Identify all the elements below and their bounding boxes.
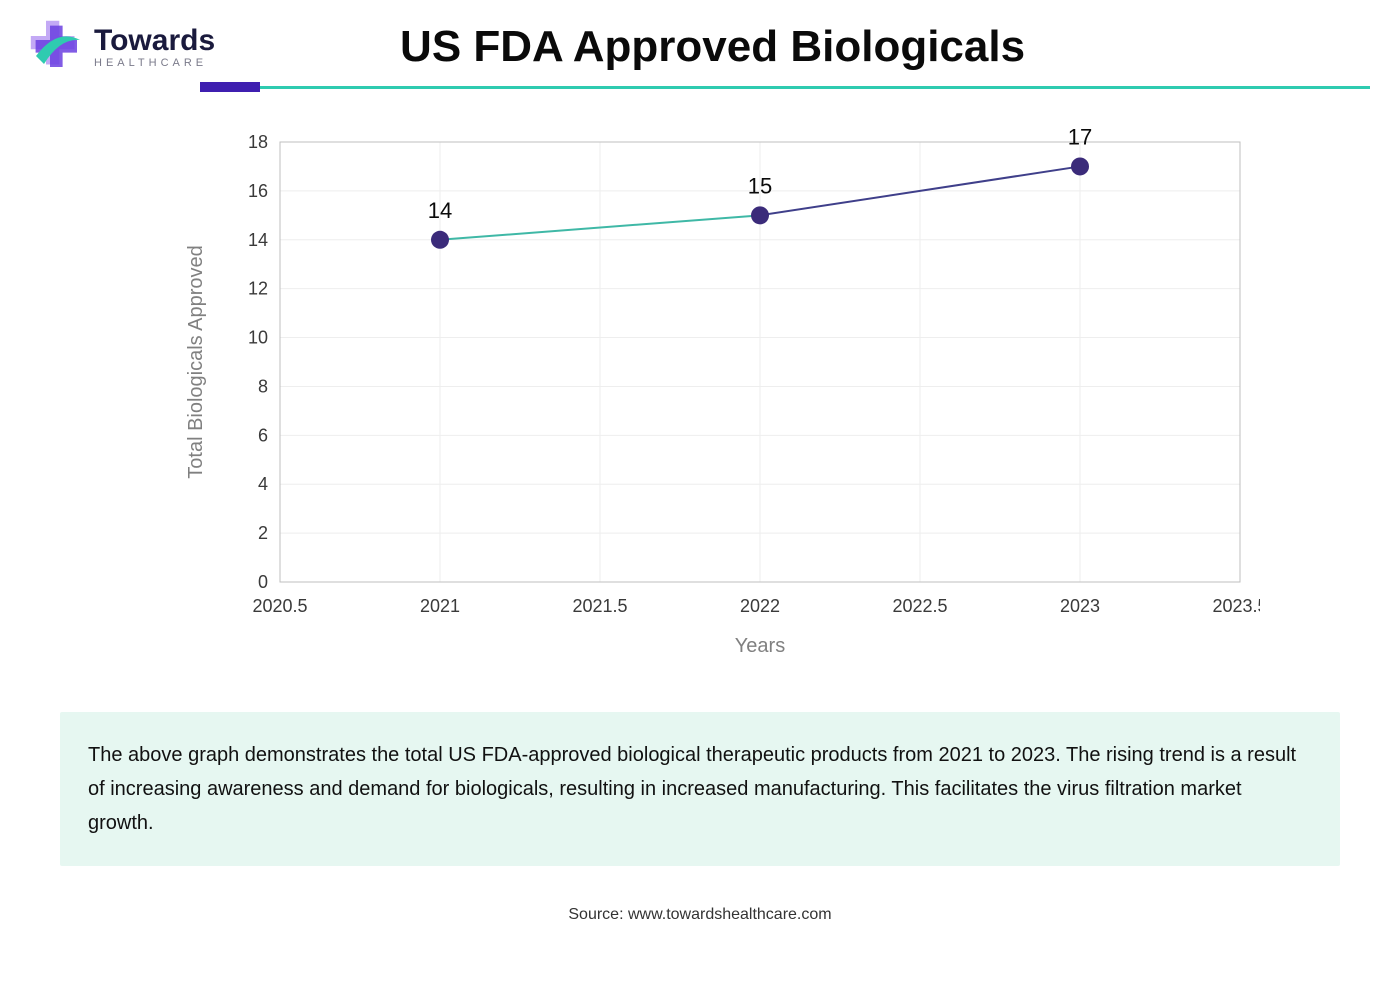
svg-text:8: 8 [258, 376, 268, 396]
source-text: Source: www.towardshealthcare.com [30, 906, 1370, 924]
logo-sub-text: HEALTHCARE [94, 58, 215, 69]
description-box: The above graph demonstrates the total U… [60, 712, 1340, 866]
divider-line [260, 86, 1370, 89]
chart: 0 2 4 6 8 10 12 14 16 18 2020.5 2021 2021.5 2022 2022.… [140, 122, 1260, 682]
svg-text:12: 12 [248, 279, 268, 299]
svg-text:6: 6 [258, 425, 268, 445]
svg-text:2021: 2021 [420, 596, 460, 616]
svg-text:4: 4 [258, 474, 268, 494]
svg-text:2022: 2022 [740, 596, 780, 616]
svg-text:14: 14 [428, 198, 452, 223]
svg-text:2: 2 [258, 523, 268, 543]
svg-text:10: 10 [248, 328, 268, 348]
svg-text:2022.5: 2022.5 [892, 596, 947, 616]
svg-text:2023.5: 2023.5 [1212, 596, 1260, 616]
svg-text:Total Biologicals Approved: Total Biologicals Approved [185, 245, 207, 478]
logo-text: Towards HEALTHCARE [94, 26, 215, 69]
chart-title: US FDA Approved Biologicals [235, 22, 1370, 72]
divider-accent [200, 82, 260, 92]
svg-text:0: 0 [258, 572, 268, 592]
logo-main-text: Towards [94, 26, 215, 56]
svg-text:16: 16 [248, 181, 268, 201]
svg-text:2023: 2023 [1060, 596, 1100, 616]
svg-text:2021.5: 2021.5 [572, 596, 627, 616]
description-text: The above graph demonstrates the total U… [88, 744, 1296, 834]
svg-text:2020.5: 2020.5 [252, 596, 307, 616]
divider [200, 82, 1370, 92]
svg-text:15: 15 [748, 173, 772, 198]
logo-icon [30, 20, 84, 74]
svg-text:18: 18 [248, 132, 268, 152]
svg-text:14: 14 [248, 230, 268, 250]
svg-text:Years: Years [735, 635, 785, 657]
svg-text:17: 17 [1068, 124, 1092, 149]
line-chart-svg: 0 2 4 6 8 10 12 14 16 18 2020.5 2021 2021.5 2022 2022.… [140, 122, 1260, 682]
header: Towards HEALTHCARE US FDA Approved Biolo… [30, 20, 1370, 74]
logo: Towards HEALTHCARE [30, 20, 215, 74]
